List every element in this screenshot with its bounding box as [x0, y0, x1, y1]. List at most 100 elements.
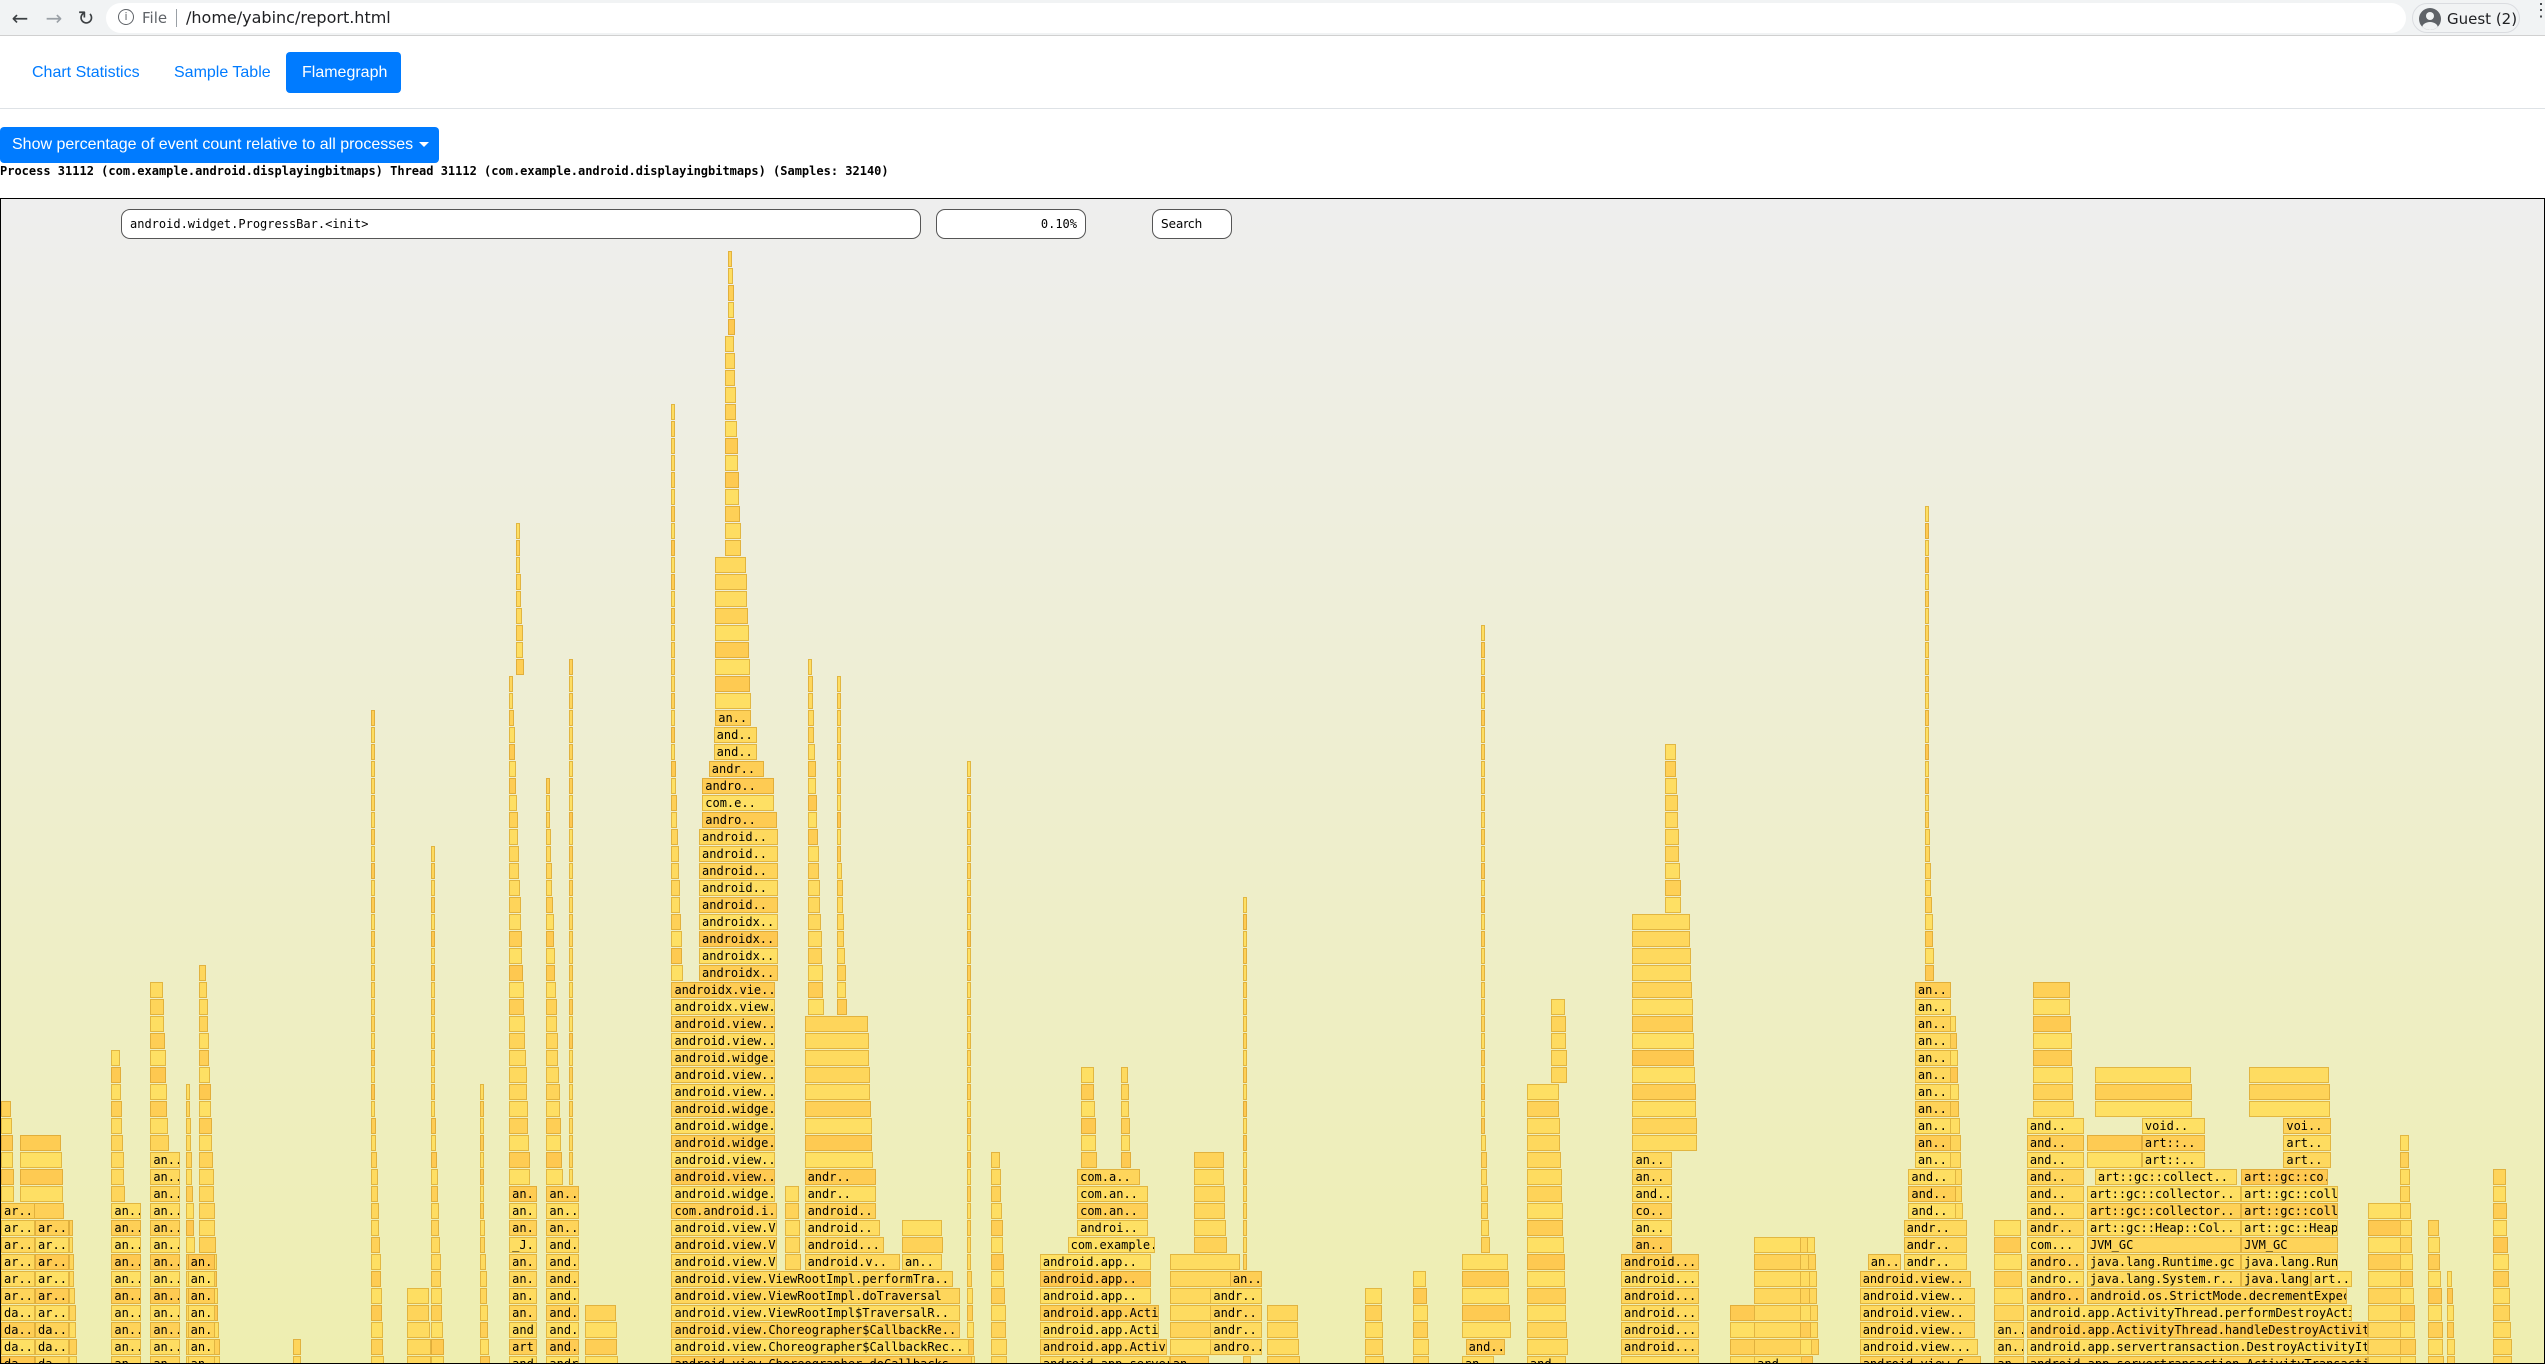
flame-frame-unlabeled[interactable] — [2427, 1220, 2440, 1236]
flame-frame-unlabeled[interactable] — [585, 1305, 617, 1321]
flame-frame-unlabeled[interactable] — [1924, 523, 1929, 539]
flame-frame-unlabeled[interactable] — [1924, 710, 1929, 726]
flame-frame[interactable]: an.. — [509, 1305, 537, 1321]
flame-frame-unlabeled[interactable] — [966, 846, 971, 862]
flame-frame-unlabeled[interactable] — [371, 1169, 378, 1185]
flame-frame-unlabeled[interactable] — [2492, 1288, 2510, 1304]
flame-frame-unlabeled[interactable] — [546, 1118, 561, 1134]
flame-frame-unlabeled[interactable] — [431, 1254, 441, 1270]
flame-frame[interactable]: an.. — [187, 1288, 215, 1304]
flame-frame-unlabeled[interactable] — [150, 1016, 165, 1032]
arrow-left-icon[interactable]: ← — [11, 6, 29, 30]
tab-flamegraph[interactable]: Flamegraph — [286, 52, 401, 93]
flame-frame[interactable]: android.v.. — [804, 1254, 900, 1270]
flame-frame[interactable]: andr.. — [804, 1169, 876, 1185]
flame-frame-unlabeled[interactable] — [671, 965, 683, 981]
flame-frame[interactable]: art.. — [2310, 1271, 2352, 1287]
flame-frame-unlabeled[interactable] — [807, 982, 824, 998]
flame-frame-unlabeled[interactable] — [546, 863, 552, 879]
flame-frame-unlabeled[interactable] — [785, 1203, 800, 1219]
flame-frame[interactable]: an.. — [1914, 1067, 1951, 1083]
flame-frame[interactable]: da.. — [35, 1339, 70, 1355]
flame-frame-unlabeled[interactable] — [569, 710, 574, 726]
flame-frame[interactable]: android.view.. — [1859, 1305, 1975, 1321]
flame-frame[interactable]: android.app.ActivityThread.performDestro… — [2026, 1305, 2352, 1321]
flame-frame-unlabeled[interactable] — [406, 1322, 430, 1338]
flame-frame-unlabeled[interactable] — [509, 982, 524, 998]
flame-frame-unlabeled[interactable] — [569, 778, 574, 794]
flame-frame-unlabeled[interactable] — [1924, 506, 1929, 522]
flame-frame[interactable]: an.. — [1994, 1322, 2024, 1338]
flame-frame-unlabeled[interactable] — [371, 1050, 376, 1066]
flame-frame-unlabeled[interactable] — [2086, 1135, 2142, 1151]
flame-frame-unlabeled[interactable] — [509, 999, 525, 1015]
flame-frame-unlabeled[interactable] — [1194, 1203, 1226, 1219]
flame-frame[interactable]: andr.. — [1903, 1254, 1967, 1270]
flame-frame-unlabeled[interactable] — [569, 761, 574, 777]
flame-frame[interactable]: andro.. — [2026, 1254, 2084, 1270]
flame-frame-unlabeled[interactable] — [1481, 965, 1486, 981]
flame-frame-unlabeled[interactable] — [371, 1135, 377, 1151]
flame-frame-unlabeled[interactable] — [1481, 1220, 1489, 1236]
flame-frame[interactable]: an.. — [901, 1254, 942, 1270]
flame-frame-unlabeled[interactable] — [515, 591, 522, 607]
flame-frame-unlabeled[interactable] — [1526, 1118, 1560, 1134]
flame-frame-unlabeled[interactable] — [671, 795, 677, 811]
flame-frame-unlabeled[interactable] — [807, 846, 819, 862]
flame-frame-unlabeled[interactable] — [2033, 1084, 2074, 1100]
flame-frame-unlabeled[interactable] — [837, 710, 842, 726]
flame-frame-unlabeled[interactable] — [2400, 1339, 2416, 1355]
flame-frame-unlabeled[interactable] — [671, 812, 678, 828]
flame-frame-unlabeled[interactable] — [371, 948, 376, 964]
flame-frame-unlabeled[interactable] — [671, 421, 676, 437]
flame-frame-unlabeled[interactable] — [966, 1135, 971, 1151]
flame-frame-unlabeled[interactable] — [371, 1254, 381, 1270]
flame-frame-unlabeled[interactable] — [371, 914, 376, 930]
flame-frame-unlabeled[interactable] — [2427, 1305, 2443, 1321]
flame-frame[interactable]: an.. — [111, 1220, 142, 1236]
flame-frame-unlabeled[interactable] — [1924, 693, 1929, 709]
flame-frame-unlabeled[interactable] — [1481, 829, 1486, 845]
flame-frame-unlabeled[interactable] — [431, 999, 436, 1015]
flame-frame[interactable]: ar.. — [1, 1288, 36, 1304]
flame-frame[interactable]: and.. — [1632, 1186, 1673, 1202]
flame-frame-unlabeled[interactable] — [479, 1220, 485, 1236]
flame-frame-unlabeled[interactable] — [966, 1254, 972, 1270]
flame-frame[interactable]: an.. — [1914, 1152, 1951, 1168]
percentage-mode-dropdown[interactable]: Show percentage of event count relative … — [0, 127, 439, 163]
flame-frame-unlabeled[interactable] — [150, 999, 164, 1015]
flame-frame-unlabeled[interactable] — [2492, 1237, 2509, 1253]
flame-frame-unlabeled[interactable] — [1242, 1033, 1247, 1049]
flame-frame-unlabeled[interactable] — [837, 761, 842, 777]
flame-frame-unlabeled[interactable] — [479, 1203, 485, 1219]
flame-frame-unlabeled[interactable] — [671, 659, 676, 675]
flame-frame-unlabeled[interactable] — [2033, 1050, 2073, 1066]
flame-frame-unlabeled[interactable] — [371, 1016, 376, 1032]
flame-frame[interactable]: an.. — [509, 1271, 537, 1287]
flame-frame-unlabeled[interactable] — [1481, 1033, 1486, 1049]
flame-frame-unlabeled[interactable] — [569, 948, 574, 964]
flame-frame[interactable]: an.. — [1914, 1050, 1951, 1066]
flame-frame-unlabeled[interactable] — [431, 1067, 436, 1083]
flame-frame[interactable]: an.. — [509, 1186, 537, 1202]
flame-frame-unlabeled[interactable] — [509, 1118, 529, 1134]
flame-frame-unlabeled[interactable] — [1121, 1101, 1130, 1117]
flame-frame-unlabeled[interactable] — [2033, 1101, 2074, 1117]
flame-frame-unlabeled[interactable] — [1242, 1254, 1248, 1270]
flame-frame-unlabeled[interactable] — [728, 251, 733, 267]
flame-frame-unlabeled[interactable] — [1994, 1305, 2024, 1321]
flame-frame-unlabeled[interactable] — [2447, 1322, 2455, 1338]
flame-frame-unlabeled[interactable] — [671, 574, 676, 590]
flame-frame[interactable]: android.view... — [671, 1084, 776, 1100]
flame-frame[interactable]: android.. — [699, 829, 779, 845]
flame-frame-unlabeled[interactable] — [509, 761, 516, 777]
flame-frame-unlabeled[interactable] — [509, 1169, 531, 1185]
flame-frame-unlabeled[interactable] — [150, 1101, 168, 1117]
flame-frame-unlabeled[interactable] — [1526, 1152, 1561, 1168]
flame-frame-unlabeled[interactable] — [2400, 1237, 2413, 1253]
flame-frame-unlabeled[interactable] — [807, 829, 819, 845]
flame-frame-unlabeled[interactable] — [1461, 1305, 1511, 1321]
flame-frame[interactable]: an.. — [509, 1203, 537, 1219]
flame-frame-unlabeled[interactable] — [1994, 1254, 2022, 1270]
flame-frame-unlabeled[interactable] — [1481, 1067, 1486, 1083]
